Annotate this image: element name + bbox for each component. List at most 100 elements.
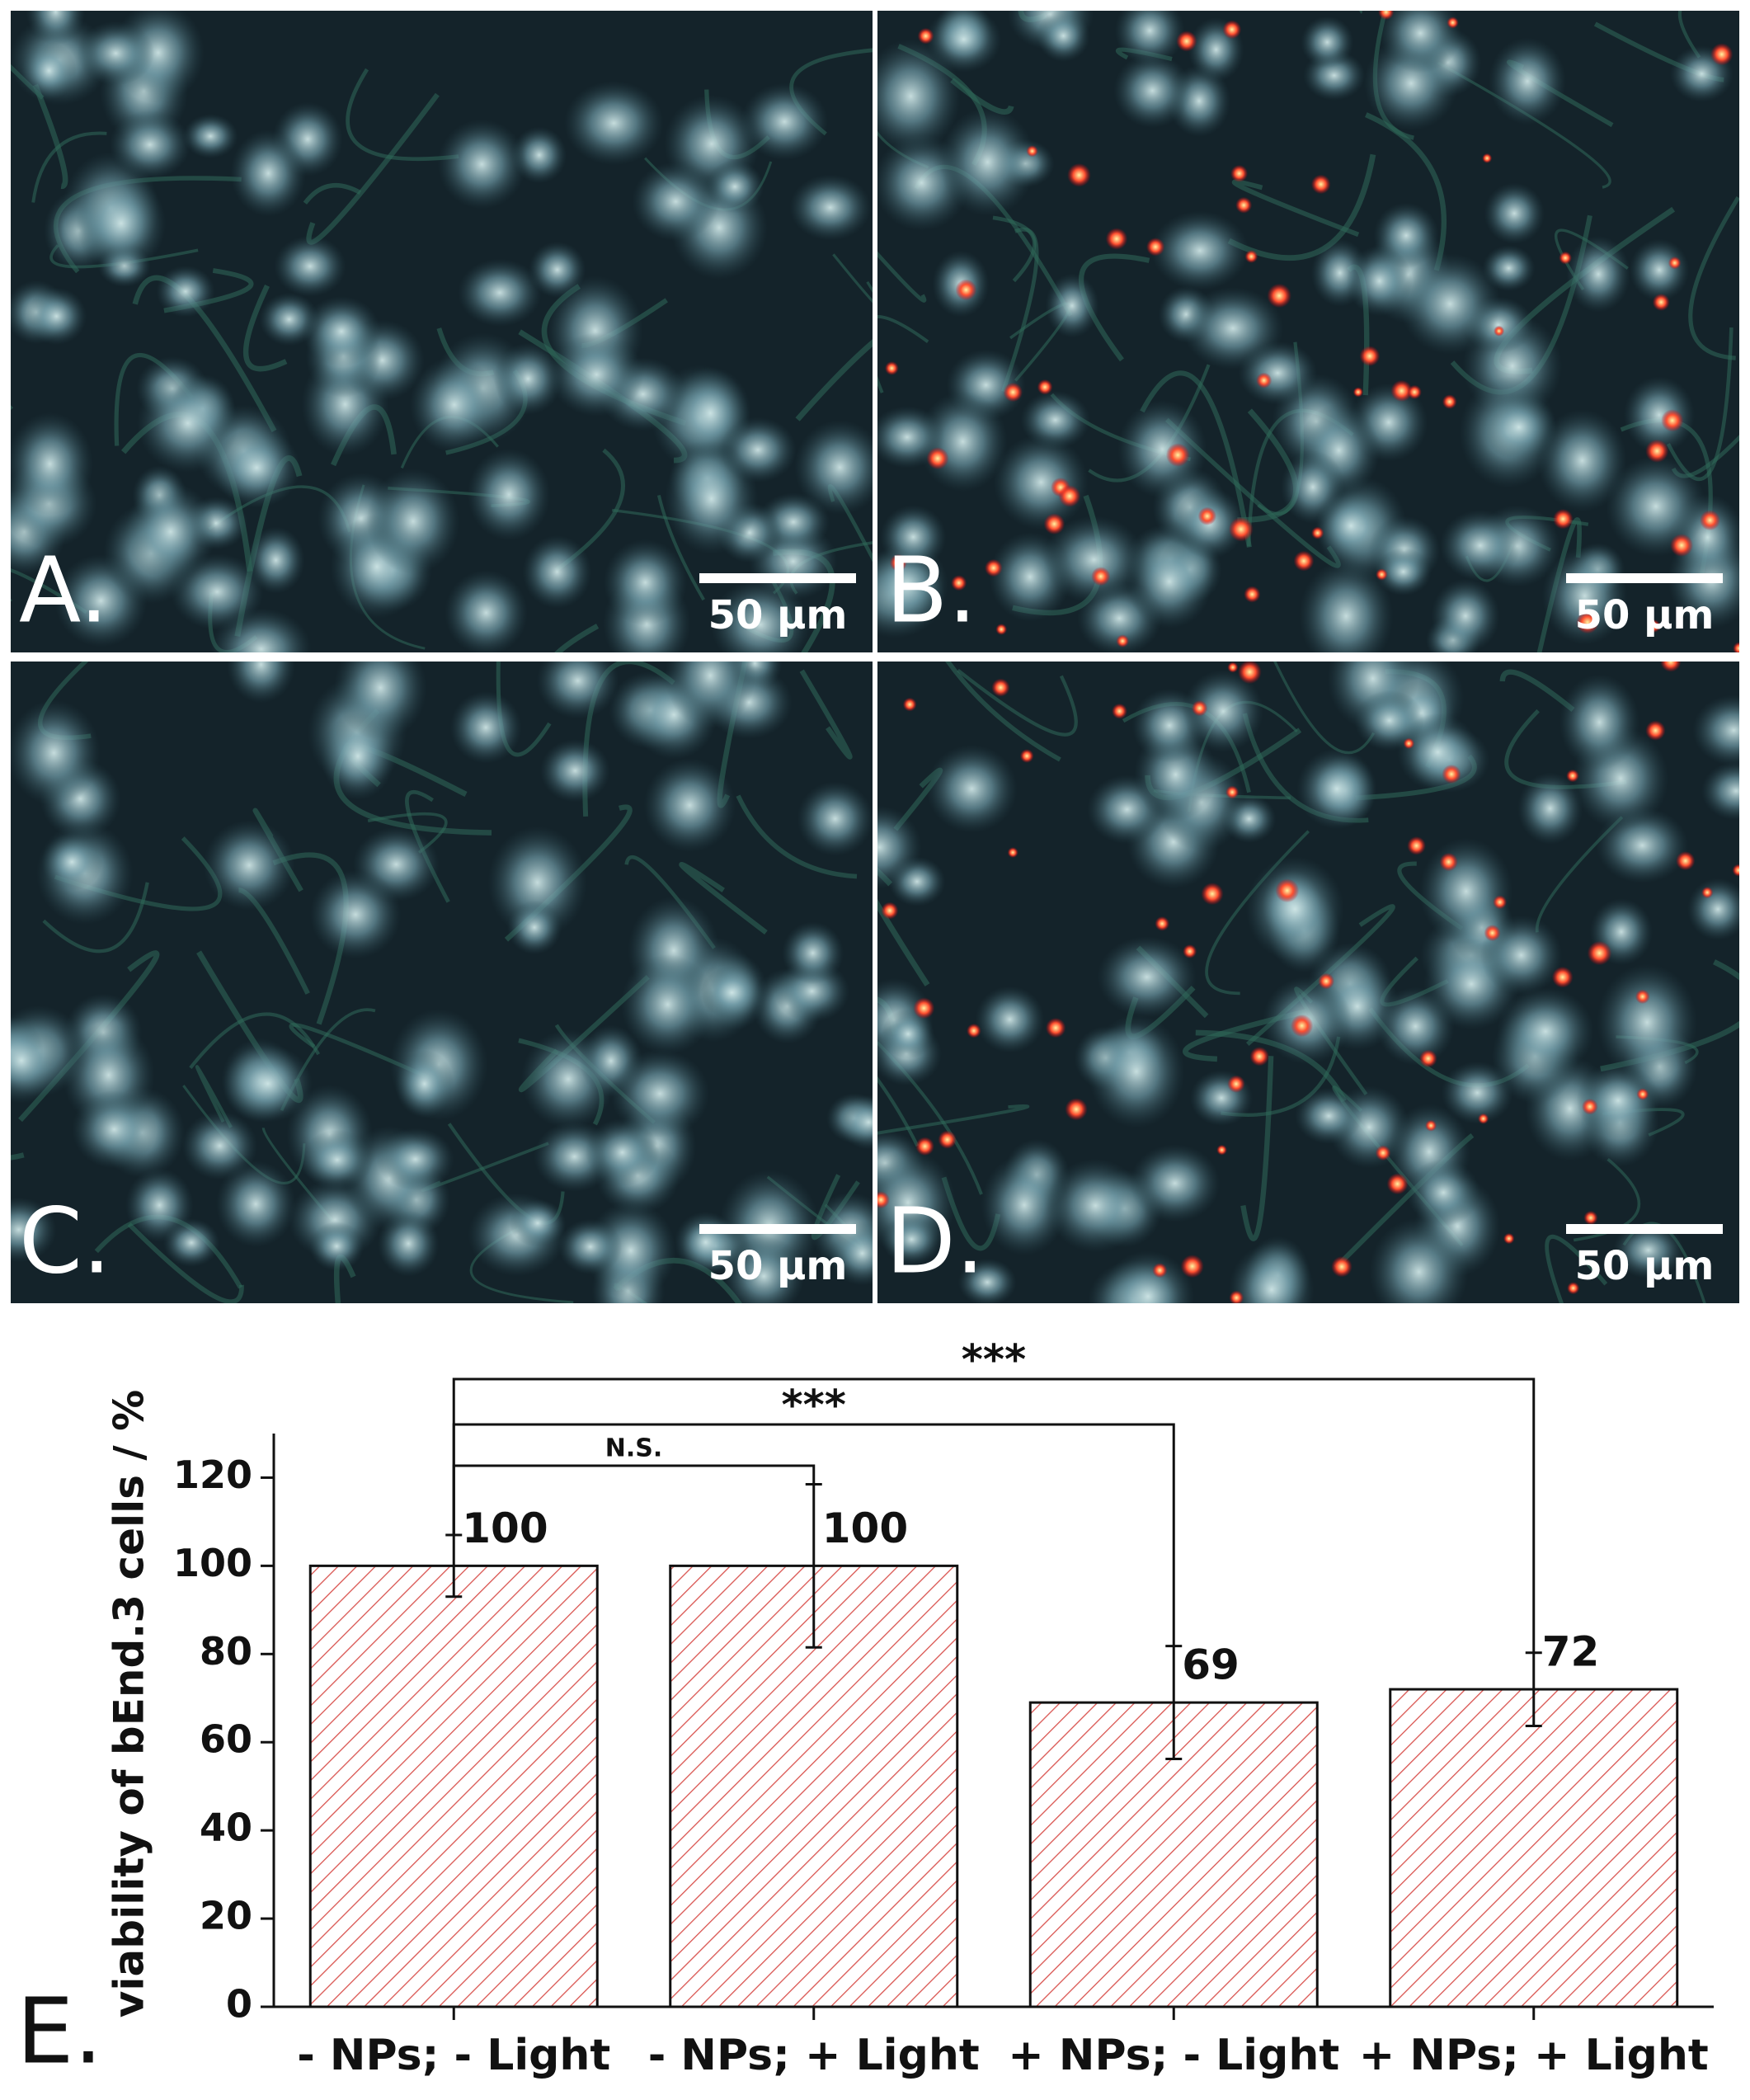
cell	[1045, 273, 1099, 338]
cell	[710, 579, 811, 652]
nanoparticle	[1733, 642, 1739, 652]
cell	[1375, 548, 1432, 596]
cell	[926, 744, 1018, 833]
cell	[603, 539, 688, 626]
nanoparticle	[1494, 325, 1505, 337]
fiber	[877, 1076, 920, 1147]
image-content	[11, 662, 873, 1303]
cell	[975, 986, 1045, 1053]
nanoparticle	[1145, 238, 1165, 257]
nanoparticle	[1155, 916, 1170, 931]
nanoparticle	[913, 997, 935, 1019]
nanoparticle	[1216, 1144, 1227, 1156]
cell	[1315, 490, 1387, 562]
cell	[1612, 1222, 1684, 1279]
nanoparticle	[1419, 1049, 1437, 1068]
cell	[76, 174, 167, 272]
y-tick-label: 60	[200, 1717, 252, 1762]
nanoparticle	[1152, 1263, 1168, 1278]
nanoparticle	[1701, 886, 1714, 899]
nanoparticle	[881, 902, 899, 920]
cell	[1117, 400, 1207, 499]
cell	[1407, 1159, 1480, 1227]
cell	[125, 483, 217, 581]
fiber	[1499, 669, 1575, 713]
value-label: 72	[1542, 1628, 1600, 1676]
cell	[181, 1111, 258, 1180]
panel-letter: D.	[886, 1188, 985, 1293]
value-label: 100	[822, 1504, 908, 1552]
cell	[300, 1129, 374, 1190]
cell	[309, 870, 402, 959]
fiber	[1273, 662, 1376, 755]
fiber	[1357, 11, 1362, 15]
nanoparticle	[1645, 439, 1669, 463]
cell	[789, 174, 872, 241]
cell	[1606, 455, 1706, 558]
cell	[302, 296, 381, 367]
nanoparticle	[926, 447, 949, 470]
nanoparticle	[938, 1130, 957, 1149]
nanoparticle	[1660, 662, 1682, 672]
nanoparticle	[1045, 1017, 1066, 1038]
x-tick-label: - NPs; + Light	[648, 2031, 980, 2080]
nanoparticle	[984, 558, 1003, 577]
nanoparticle	[1439, 852, 1458, 872]
cell	[41, 832, 103, 892]
nanoparticle	[1227, 1075, 1245, 1093]
nanoparticle	[1376, 568, 1388, 581]
nanoparticle	[1645, 720, 1666, 741]
cell	[182, 114, 238, 159]
nanoparticle	[1647, 619, 1661, 633]
bar-chart: E.viability of bEnd.3 cells / % 0 20 40 60 80…	[16, 1336, 1714, 2084]
nanoparticle	[1407, 384, 1422, 400]
fiber	[303, 182, 362, 205]
y-tick-label: 0	[226, 1982, 252, 2027]
cell	[536, 662, 619, 719]
cell	[1126, 534, 1213, 629]
fiber	[877, 251, 927, 303]
cell	[1687, 878, 1739, 941]
nanoparticle	[1567, 1282, 1580, 1295]
nanoparticle	[1229, 1290, 1244, 1303]
fiber	[877, 314, 929, 393]
x-tick-label: + NPs; + Light	[1359, 2031, 1709, 2080]
image-content	[11, 11, 873, 652]
micrograph: D. 50 µm	[877, 662, 1739, 1303]
nanoparticle	[1661, 409, 1684, 432]
cell	[156, 265, 215, 318]
y-tick-label: 120	[173, 1453, 252, 1497]
nanoparticle	[1244, 250, 1258, 263]
nanoparticle	[1318, 972, 1334, 990]
micrograph: C. 50 µm	[11, 662, 873, 1303]
cell	[226, 662, 296, 704]
fiber	[1545, 1234, 1608, 1303]
nanoparticle	[1553, 509, 1574, 530]
nanoparticle	[1700, 510, 1720, 531]
significance-label: ***	[782, 1382, 846, 1429]
nanoparticle	[1583, 1210, 1598, 1226]
cell	[610, 1049, 710, 1138]
nanoparticle	[1116, 634, 1130, 647]
cell	[213, 426, 300, 509]
cell	[1497, 987, 1594, 1076]
nanoparticle	[1442, 394, 1457, 409]
nanoparticle	[1676, 851, 1696, 871]
nanoparticle	[1112, 703, 1127, 719]
cell	[1692, 695, 1739, 766]
nanoparticle	[1176, 31, 1197, 52]
fiber	[554, 624, 600, 652]
value-label: 69	[1182, 1641, 1240, 1689]
cell	[1559, 674, 1640, 770]
y-tick-label: 20	[200, 1894, 252, 1938]
image-content	[877, 662, 1739, 1303]
cell	[1101, 1250, 1195, 1303]
nanoparticle	[995, 624, 1008, 635]
cell	[230, 129, 307, 217]
cell	[882, 1009, 935, 1059]
nanoparticle	[917, 27, 934, 45]
cell	[1379, 11, 1462, 73]
nanoparticle	[1237, 662, 1262, 685]
nanoparticle	[915, 1137, 934, 1156]
nanoparticle	[877, 1191, 890, 1209]
